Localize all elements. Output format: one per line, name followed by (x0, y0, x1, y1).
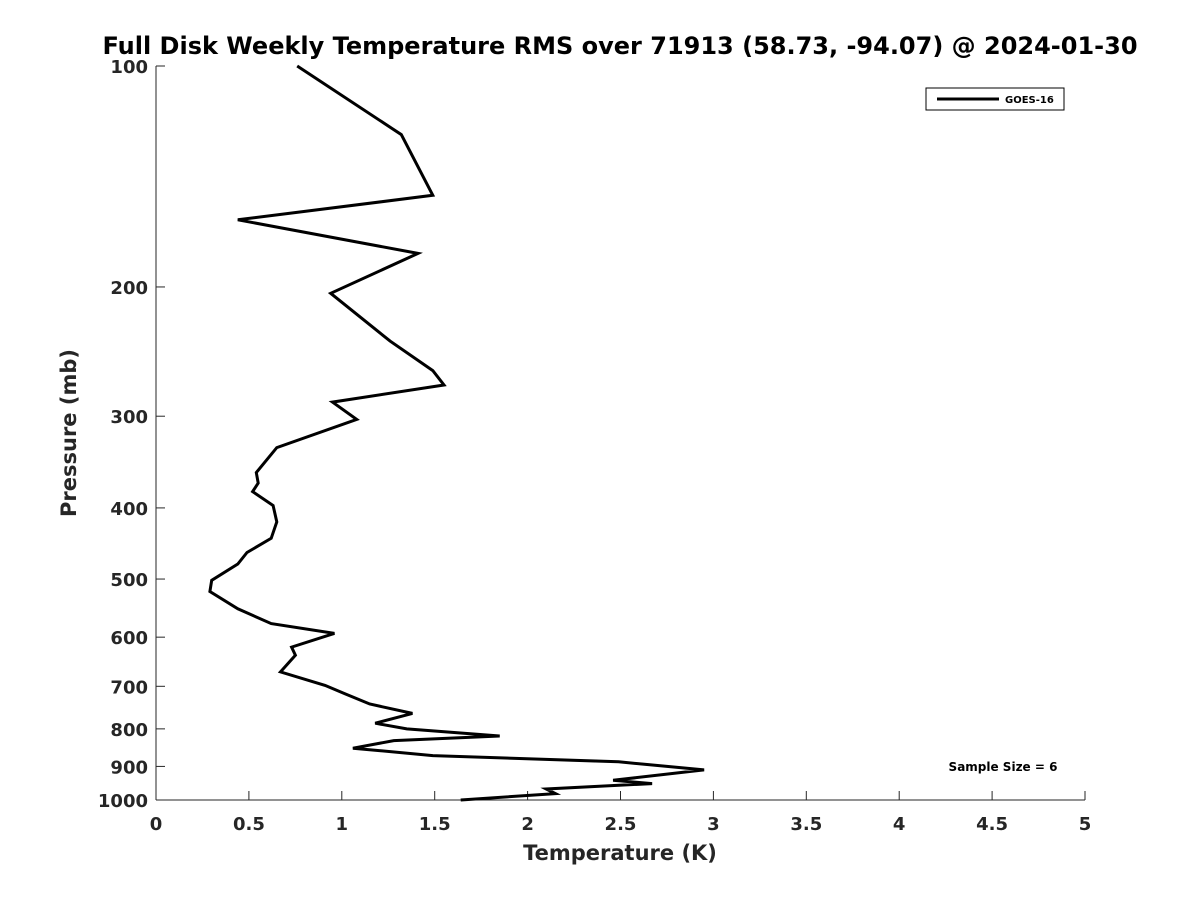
x-tick-label: 0.5 (233, 814, 265, 835)
y-tick-label: 100 (110, 57, 148, 78)
chart-title: Full Disk Weekly Temperature RMS over 71… (102, 32, 1137, 60)
x-tick-label: 3 (707, 814, 720, 835)
y-ticks: 100 200 300 400 500 600 700 800 900 1000 (98, 57, 165, 812)
y-tick-label: 900 (110, 757, 148, 778)
y-tick-label: 400 (110, 499, 148, 520)
x-tick-label: 2.5 (605, 814, 637, 835)
x-axis-label: Temperature (K) (523, 841, 717, 865)
y-tick-label: 600 (110, 628, 148, 649)
y-tick-label: 1000 (98, 791, 148, 812)
y-tick-label: 700 (110, 677, 148, 698)
x-tick-label: 2 (521, 814, 534, 835)
sample-size-annotation: Sample Size = 6 (949, 760, 1058, 774)
x-tick-label: 1 (336, 814, 349, 835)
legend-label-goes-16: GOES-16 (1005, 95, 1054, 106)
series-group (208, 64, 705, 802)
y-tick-label: 200 (110, 278, 148, 299)
series-line-goes-16 (208, 64, 705, 802)
y-tick-label: 500 (110, 570, 148, 591)
y-tick-label: 300 (110, 407, 148, 428)
legend: GOES-16 (925, 87, 1065, 111)
x-tick-label: 0 (150, 814, 163, 835)
x-tick-label: 4 (893, 814, 906, 835)
x-tick-label: 3.5 (790, 814, 822, 835)
x-tick-label: 4.5 (976, 814, 1008, 835)
y-axis-label: Pressure (mb) (57, 349, 81, 517)
x-tick-label: 1.5 (419, 814, 451, 835)
y-tick-label: 800 (110, 720, 148, 741)
x-ticks: 0 0.5 1 1.5 2 2.5 3 3.5 4 4.5 5 (150, 791, 1092, 835)
x-tick-label: 5 (1079, 814, 1092, 835)
